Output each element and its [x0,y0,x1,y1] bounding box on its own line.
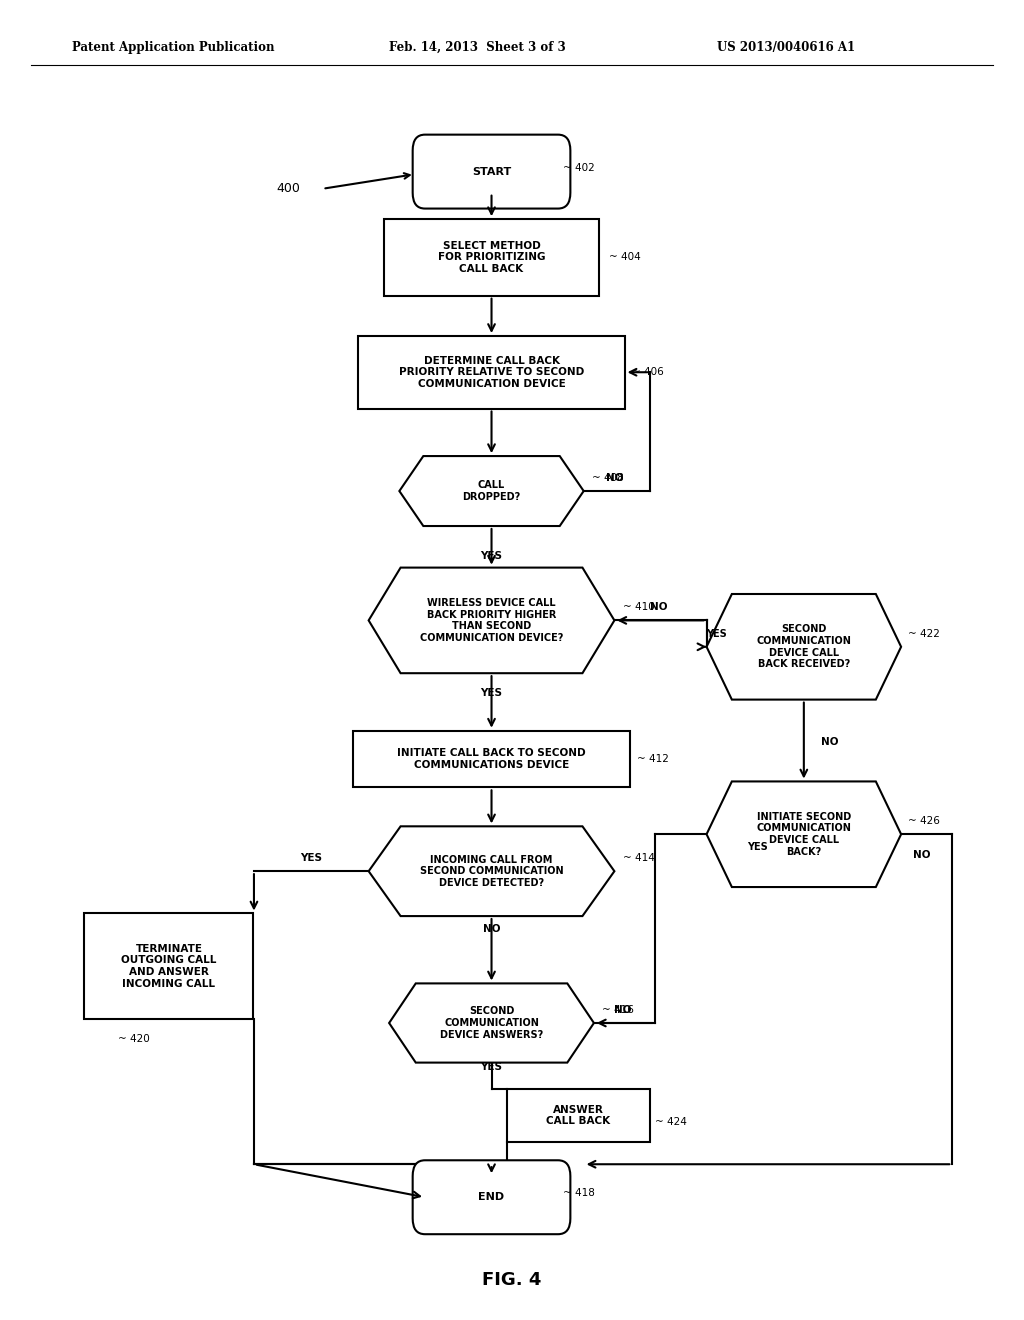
Polygon shape [389,983,594,1063]
Text: YES: YES [480,550,503,561]
Text: START: START [472,166,511,177]
Bar [358,335,625,409]
Text: ~ 410: ~ 410 [623,602,654,612]
Text: NO: NO [649,602,668,612]
Text: SELECT METHOD
FOR PRIORITIZING
CALL BACK: SELECT METHOD FOR PRIORITIZING CALL BACK [438,240,545,275]
Text: ~ 404: ~ 404 [609,252,641,263]
Text: DETERMINE CALL BACK
PRIORITY RELATIVE TO SECOND
COMMUNICATION DEVICE: DETERMINE CALL BACK PRIORITY RELATIVE TO… [399,355,584,389]
Text: YES: YES [480,688,503,698]
Polygon shape [707,781,901,887]
Text: NO: NO [912,850,931,861]
Text: END: END [478,1192,505,1203]
Text: YES: YES [480,1061,503,1072]
Text: NO: NO [820,737,839,747]
Text: US 2013/0040616 A1: US 2013/0040616 A1 [717,41,855,54]
Text: ~ 414: ~ 414 [623,853,654,863]
Text: YES: YES [707,628,727,639]
Text: WIRELESS DEVICE CALL
BACK PRIORITY HIGHER
THAN SECOND
COMMUNICATION DEVICE?: WIRELESS DEVICE CALL BACK PRIORITY HIGHE… [420,598,563,643]
Polygon shape [399,457,584,525]
Text: ~ 420: ~ 420 [118,1034,150,1044]
Text: SECOND
COMMUNICATION
DEVICE CALL
BACK RECEIVED?: SECOND COMMUNICATION DEVICE CALL BACK RE… [757,624,851,669]
Text: NO: NO [613,1005,632,1015]
Text: YES: YES [748,842,768,853]
Text: Patent Application Publication: Patent Application Publication [72,41,274,54]
Text: ~ 424: ~ 424 [655,1117,687,1127]
Text: INCOMING CALL FROM
SECOND COMMUNICATION
DEVICE DETECTED?: INCOMING CALL FROM SECOND COMMUNICATION … [420,854,563,888]
Bar [353,731,630,787]
Text: CALL
DROPPED?: CALL DROPPED? [463,480,520,502]
Bar [384,219,599,296]
Text: INITIATE CALL BACK TO SECOND
COMMUNICATIONS DEVICE: INITIATE CALL BACK TO SECOND COMMUNICATI… [397,748,586,770]
Text: ~ 412: ~ 412 [637,754,669,764]
Text: ~ 408: ~ 408 [592,473,624,483]
Bar [84,913,254,1019]
Text: ~ 406: ~ 406 [632,367,664,378]
Text: ~ 422: ~ 422 [908,628,940,639]
Text: ~ 402: ~ 402 [563,162,595,173]
Text: FIG. 4: FIG. 4 [482,1271,542,1290]
Polygon shape [707,594,901,700]
Text: 400: 400 [276,182,300,195]
Text: ANSWER
CALL BACK: ANSWER CALL BACK [547,1105,610,1126]
Text: NO: NO [482,924,501,935]
FancyBboxPatch shape [413,135,570,209]
Text: ~ 418: ~ 418 [563,1188,595,1199]
Text: NO: NO [605,473,624,483]
Bar [507,1089,650,1142]
Text: INITIATE SECOND
COMMUNICATION
DEVICE CALL
BACK?: INITIATE SECOND COMMUNICATION DEVICE CAL… [757,812,851,857]
Text: ~ 416: ~ 416 [602,1005,634,1015]
Text: ~ 426: ~ 426 [908,816,940,826]
FancyBboxPatch shape [413,1160,570,1234]
Polygon shape [369,826,614,916]
Text: Feb. 14, 2013  Sheet 3 of 3: Feb. 14, 2013 Sheet 3 of 3 [389,41,566,54]
Text: TERMINATE
OUTGOING CALL
AND ANSWER
INCOMING CALL: TERMINATE OUTGOING CALL AND ANSWER INCOM… [121,944,217,989]
Polygon shape [369,568,614,673]
Text: SECOND
COMMUNICATION
DEVICE ANSWERS?: SECOND COMMUNICATION DEVICE ANSWERS? [440,1006,543,1040]
Text: YES: YES [300,853,323,863]
